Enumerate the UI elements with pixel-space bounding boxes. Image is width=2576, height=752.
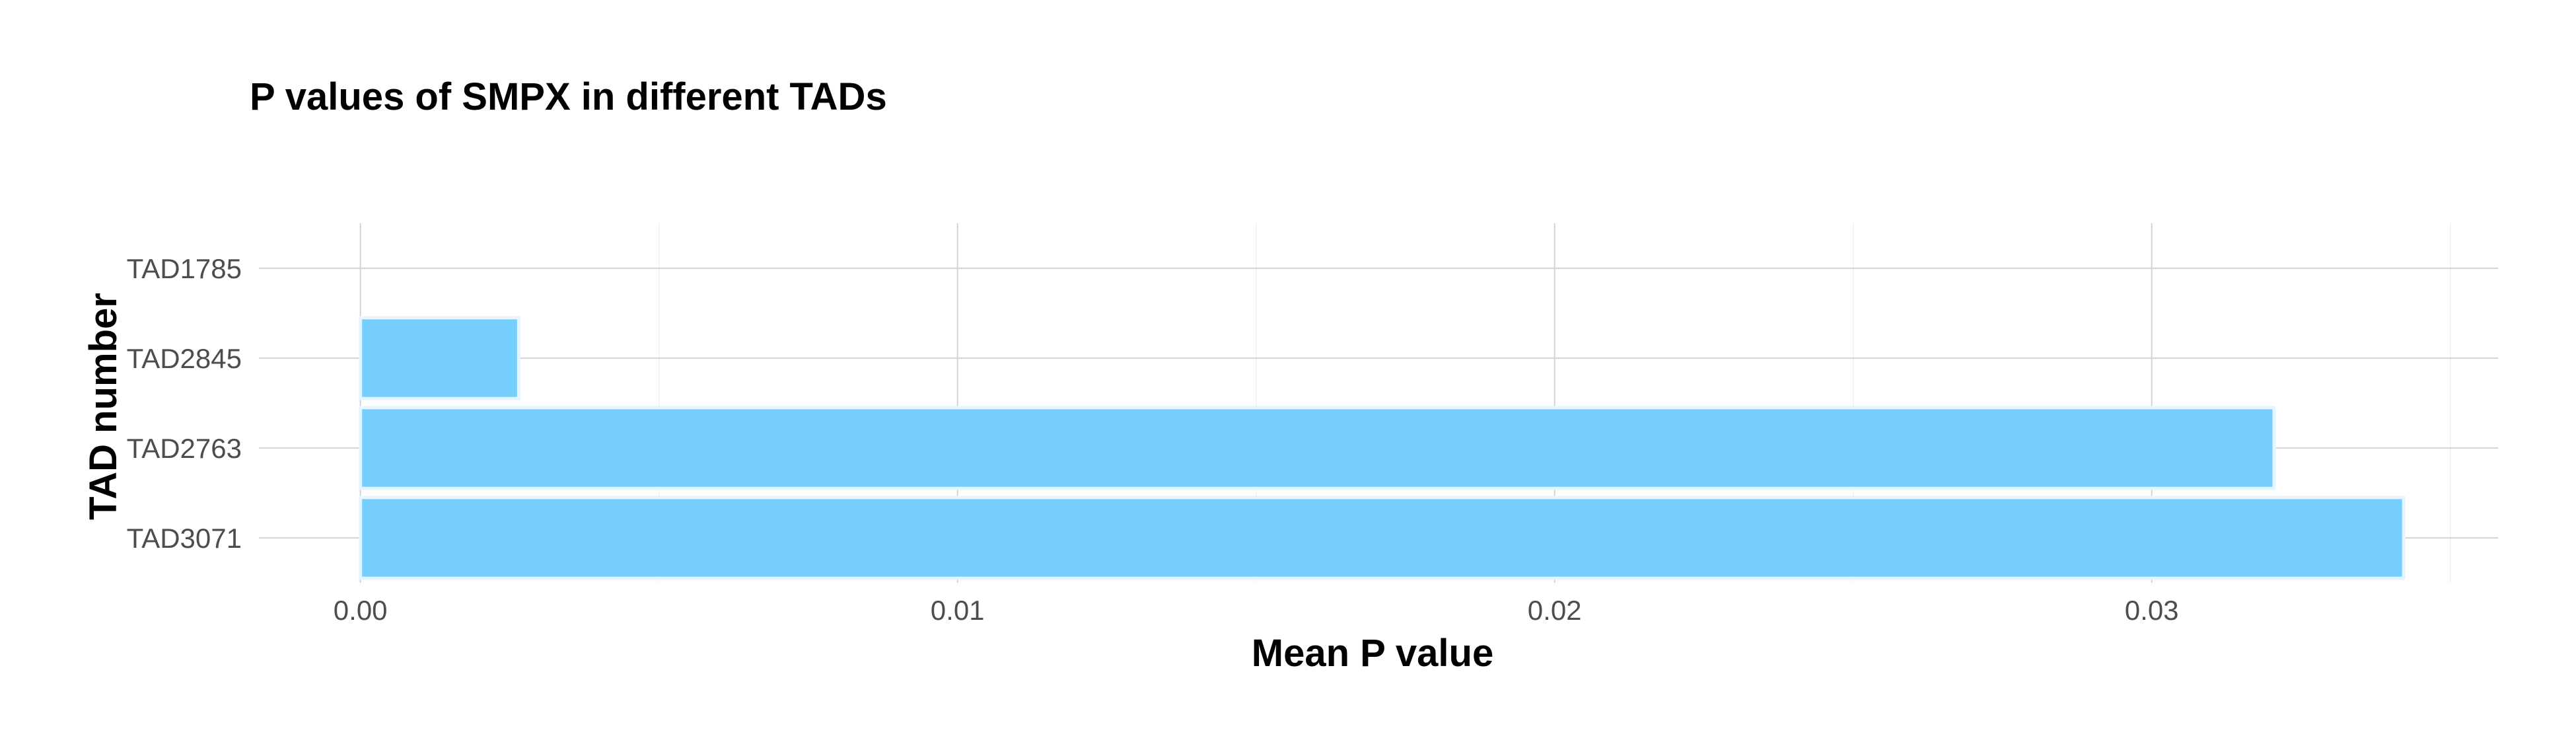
- bar-tad2845: [359, 316, 520, 400]
- x-tick-label: 0.00: [334, 595, 388, 626]
- x-tick-label: 0.03: [2125, 595, 2179, 626]
- y-tick-label-tad2763: TAD2763: [127, 433, 242, 464]
- bar-tad3071: [359, 496, 2406, 580]
- y-tick-label-tad3071: TAD3071: [127, 523, 242, 554]
- x-tick-label: 0.01: [931, 595, 985, 626]
- y-tick-label-tad2845: TAD2845: [127, 343, 242, 374]
- chart-title: P values of SMPX in different TADs: [250, 75, 887, 118]
- x-tick-labels: 0.00 0.01 0.02 0.03: [334, 595, 2179, 626]
- y-tick-labels: TAD1785 TAD2845 TAD2763 TAD3071: [127, 253, 242, 554]
- y-tick-label-tad1785: TAD1785: [127, 253, 242, 284]
- y-axis-title: TAD number: [82, 293, 125, 520]
- bars-layer: [359, 316, 2406, 580]
- x-tick-label: 0.02: [1528, 595, 1582, 626]
- x-axis-title: Mean P value: [1252, 632, 1493, 675]
- bar-tad2763: [359, 406, 2276, 490]
